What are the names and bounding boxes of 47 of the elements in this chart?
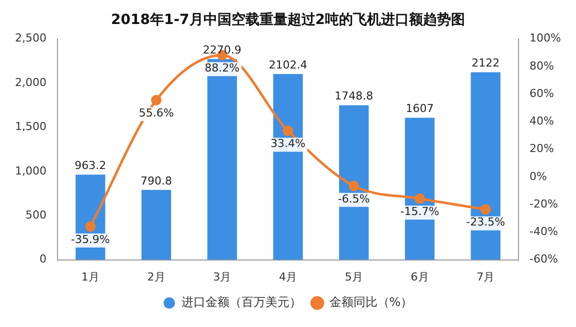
y-tick-label: 1,000 xyxy=(14,164,46,178)
legend-label: 金额同比（%） xyxy=(329,295,413,310)
point xyxy=(414,193,426,204)
data-label: 790.8 xyxy=(140,174,172,188)
data-label: 88.2% xyxy=(204,61,240,74)
x-tick-label: 4月 xyxy=(279,270,298,284)
data-label: 2102.4 xyxy=(268,58,308,72)
y2-tick-label: 40% xyxy=(530,114,554,128)
y2-tick-label: 20% xyxy=(530,142,554,156)
bar xyxy=(141,190,172,260)
y-tick-label: 0 xyxy=(39,252,46,266)
y2-tick-label: 60% xyxy=(530,86,554,100)
legend-label: 进口金额（百万美元） xyxy=(181,295,302,310)
data-label: 1748.8 xyxy=(334,90,374,103)
data-label: -23.5% xyxy=(466,216,506,229)
y-tick-label: 2,500 xyxy=(14,32,46,45)
data-label: 1607 xyxy=(406,102,434,116)
x-tick-label: 1月 xyxy=(81,270,100,284)
y2-tick-label: 0% xyxy=(530,170,548,183)
y2-tick-label: 100% xyxy=(530,32,562,45)
y2-tick-label: -40% xyxy=(530,225,558,238)
y-tick-label: 1,500 xyxy=(14,120,46,134)
y2-tick-label: -20% xyxy=(530,197,558,210)
data-label: -35.9% xyxy=(70,232,110,246)
point xyxy=(151,94,162,106)
point xyxy=(480,204,491,215)
data-label: 2122 xyxy=(472,56,500,70)
x-tick-label: 7月 xyxy=(476,270,495,284)
y-tick-label: 2,000 xyxy=(14,76,46,89)
data-label: -15.7% xyxy=(400,204,440,218)
data-label: 2270.9 xyxy=(202,43,242,56)
point xyxy=(348,180,360,192)
y-tick-label: 500 xyxy=(25,208,46,222)
data-label: 55.6% xyxy=(138,106,174,120)
point xyxy=(85,221,96,232)
bar xyxy=(339,105,369,260)
x-tick-label: 3月 xyxy=(213,270,232,284)
data-label: -6.5% xyxy=(338,192,370,206)
x-tick-label: 5月 xyxy=(344,270,363,284)
point xyxy=(282,126,294,136)
x-tick-label: 2月 xyxy=(147,270,166,284)
y2-tick-label: 80% xyxy=(530,59,554,72)
chart-title: 2018年1-7月中国空载重量超过2吨的飞机进口额趋势图 xyxy=(111,11,465,28)
x-tick-label: 6月 xyxy=(410,270,429,284)
y2-tick-label: -60% xyxy=(530,252,558,266)
data-label: 963.2 xyxy=(74,159,106,172)
data-label: 33.4% xyxy=(270,137,306,150)
